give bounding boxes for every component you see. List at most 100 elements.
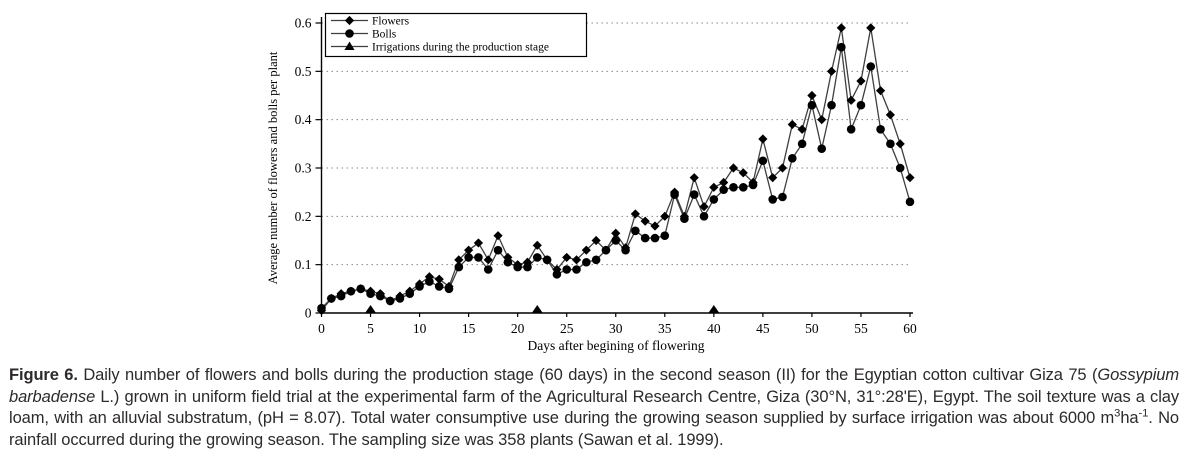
circle-marker xyxy=(758,156,768,166)
circle-marker xyxy=(827,100,836,110)
diamond-marker xyxy=(395,291,405,301)
y-tick-label: 0.3 xyxy=(295,161,312,176)
diamond-marker xyxy=(826,66,837,76)
diamond-marker xyxy=(552,264,562,275)
caption-segment: . No rainfall occurred during the growin… xyxy=(9,409,1179,449)
diamond-marker xyxy=(522,257,533,267)
diamond-marker xyxy=(473,238,484,248)
x-tick-label: 10 xyxy=(413,321,427,336)
diamond-marker xyxy=(356,284,366,294)
circle-marker xyxy=(640,233,650,243)
x-tick-label: 60 xyxy=(903,321,917,336)
circle-marker xyxy=(660,231,670,240)
circle-marker xyxy=(846,125,856,134)
caption-segment: -1 xyxy=(1138,407,1149,420)
diamond-marker xyxy=(787,119,797,130)
circle-marker xyxy=(503,257,513,267)
diamond-marker xyxy=(679,211,690,221)
diamond-marker xyxy=(542,255,552,265)
x-tick-label: 55 xyxy=(854,321,868,336)
y-tick-label: 0.2 xyxy=(295,209,312,224)
diamond-marker xyxy=(689,173,699,183)
series-path xyxy=(321,47,911,309)
gridlines xyxy=(321,22,910,266)
diamond-marker xyxy=(385,296,395,306)
x-tick-label: 30 xyxy=(609,321,623,336)
diamond-marker xyxy=(620,243,631,253)
series-markers-irrigations xyxy=(365,305,720,313)
legend-label: Irrigations during the production stage xyxy=(372,42,549,54)
caption-segment: ha xyxy=(1120,409,1139,427)
diamond-marker xyxy=(365,286,376,296)
circle-marker xyxy=(768,195,777,204)
diamond-marker xyxy=(444,281,454,292)
series-path xyxy=(320,27,911,311)
caption-segment: Figure 6. xyxy=(9,366,78,384)
diamond-marker xyxy=(856,76,866,86)
circle-marker xyxy=(778,192,787,202)
legend-box xyxy=(324,12,588,58)
chart: 0 0.1 0.2 0.3 0.4 0.5 0.6 0 5 10 15 20 25 30 35 40 45 50 5… xyxy=(266,12,917,353)
diamond-marker xyxy=(768,173,778,183)
y-tick-label: 0.4 xyxy=(295,112,312,127)
x-tick-label: 20 xyxy=(511,321,525,336)
circle-marker xyxy=(523,262,532,272)
y-tick-label: 0 xyxy=(305,306,312,321)
diamond-marker xyxy=(807,90,817,101)
circle-marker xyxy=(454,262,464,272)
x-tick-label: 15 xyxy=(462,321,476,336)
circle-marker xyxy=(837,42,846,52)
circle-marker xyxy=(856,100,866,110)
y-tick-label: 0.6 xyxy=(295,16,312,31)
diamond-marker xyxy=(905,173,915,183)
legend-item-bolls: Bolls xyxy=(331,29,397,41)
circle-marker xyxy=(709,195,719,204)
circle-marker xyxy=(876,125,885,134)
diamond-marker xyxy=(454,255,464,265)
diamond-marker xyxy=(650,221,660,231)
series-line-bolls xyxy=(321,47,911,309)
axes xyxy=(320,17,913,314)
circle-marker xyxy=(689,190,699,199)
triangle-marker xyxy=(531,305,543,313)
y-tick-group: 0 0.1 0.2 0.3 0.4 0.5 0.6 xyxy=(295,16,322,321)
diamond-marker xyxy=(434,274,444,284)
diamond-marker xyxy=(562,252,572,263)
circle-marker xyxy=(591,255,601,265)
diamond-marker xyxy=(699,202,709,212)
x-tick-label: 5 xyxy=(367,321,374,336)
triangle-marker xyxy=(708,305,720,313)
x-tick-label: 0 xyxy=(318,321,325,336)
diamond-marker xyxy=(817,115,827,125)
x-tick-label: 45 xyxy=(756,321,770,336)
diamond-marker xyxy=(738,168,748,178)
circle-marker xyxy=(797,139,807,149)
diamond-marker xyxy=(326,293,336,304)
diamond-marker xyxy=(875,86,886,96)
x-tick-group: 0 5 10 15 20 25 30 35 40 45 50 55 60 xyxy=(318,313,917,336)
diamond-marker xyxy=(797,124,807,134)
circle-marker xyxy=(572,265,581,274)
y-tick-label: 0.1 xyxy=(295,257,312,272)
circle-marker xyxy=(699,212,709,221)
x-tick-label: 50 xyxy=(805,321,819,336)
diamond-marker xyxy=(591,235,601,246)
triangle-marker xyxy=(344,41,355,50)
diamond-marker xyxy=(493,231,503,241)
y-tick-label: 0.5 xyxy=(295,64,312,79)
diamond-marker xyxy=(846,95,856,105)
diamond-marker xyxy=(709,182,719,192)
diamond-marker xyxy=(866,23,876,33)
circle-marker xyxy=(582,257,591,267)
diamond-marker xyxy=(601,245,611,255)
triangle-marker xyxy=(365,305,377,313)
circle-marker xyxy=(425,277,434,286)
line-chart-canvas: 0 0.1 0.2 0.3 0.4 0.5 0.6 0 5 10 15 20 25 30 35 40 45 50 5… xyxy=(266,12,917,353)
circle-marker xyxy=(738,183,748,192)
diamond-marker xyxy=(670,187,680,197)
circle-marker xyxy=(866,62,876,71)
diamond-marker xyxy=(630,209,640,219)
diamond-marker xyxy=(758,134,768,144)
x-tick-label: 25 xyxy=(560,321,574,336)
